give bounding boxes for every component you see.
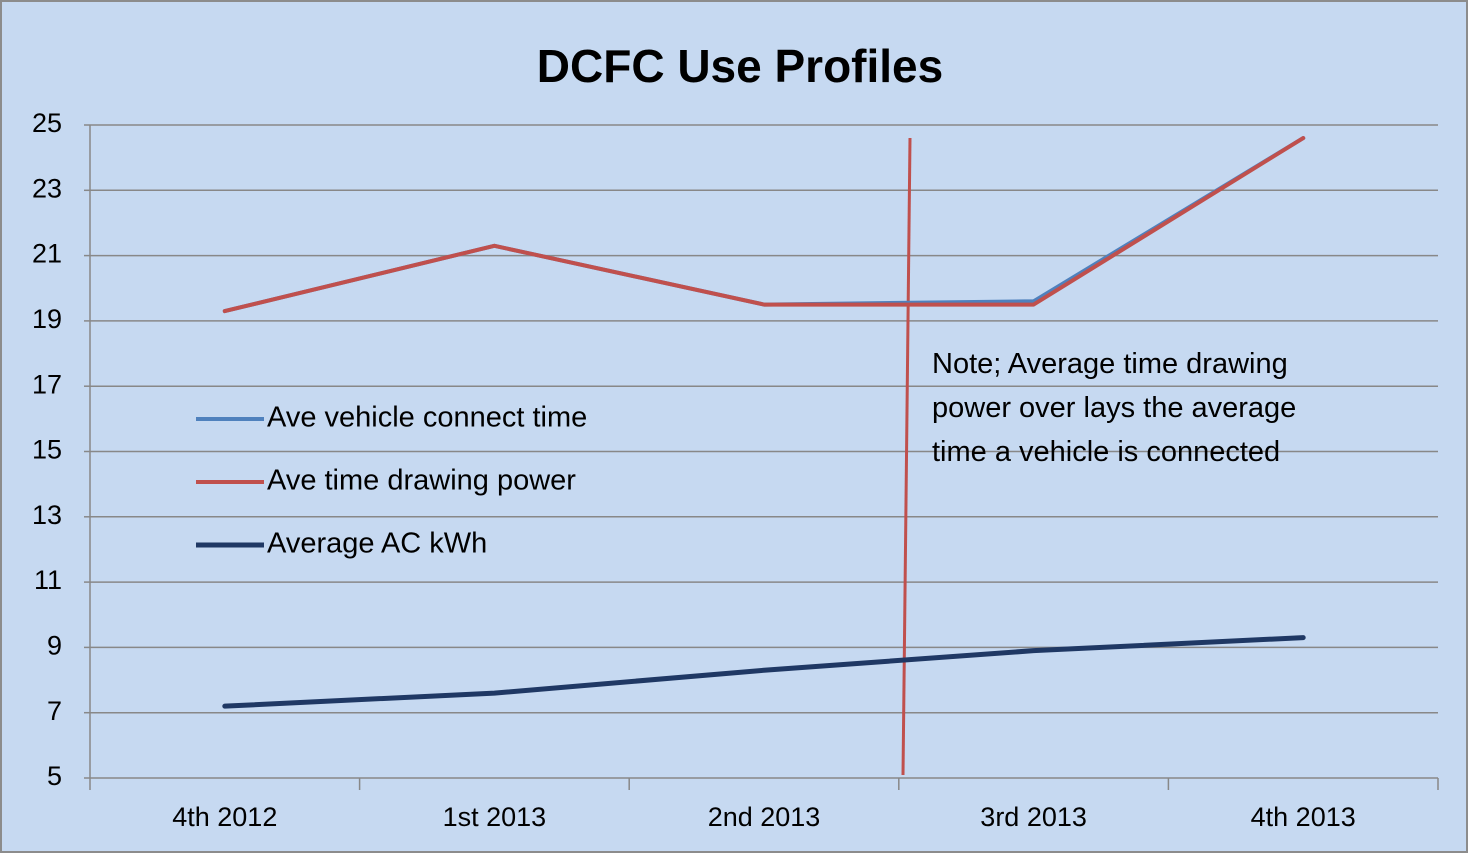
x-tick-label: 2nd 2013 bbox=[708, 802, 821, 832]
y-tick-label: 7 bbox=[47, 696, 62, 726]
annotation-line bbox=[901, 137, 912, 776]
series-line bbox=[222, 136, 1306, 314]
chart-title: DCFC Use Profiles bbox=[537, 40, 943, 92]
y-tick-label: 21 bbox=[32, 239, 62, 269]
series-line bbox=[222, 635, 1306, 709]
y-tick-label: 19 bbox=[32, 304, 62, 334]
x-tick-label: 3rd 2013 bbox=[980, 802, 1087, 832]
y-tick-label: 23 bbox=[32, 173, 62, 203]
y-tick-label: 13 bbox=[32, 500, 62, 530]
y-tick-label: 9 bbox=[47, 631, 62, 661]
y-tick-label: 11 bbox=[34, 565, 62, 595]
y-tick-label: 17 bbox=[32, 369, 62, 399]
x-tick-label: 4th 2012 bbox=[172, 802, 277, 832]
y-tick-label: 15 bbox=[32, 435, 62, 465]
legend-label: Ave vehicle connect time bbox=[267, 402, 587, 434]
legend-label: Ave time drawing power bbox=[267, 465, 576, 497]
y-tick-label: 25 bbox=[32, 108, 62, 138]
x-tick-label: 4th 2013 bbox=[1251, 802, 1356, 832]
series-line bbox=[222, 136, 1306, 314]
legend-label: Average AC kWh bbox=[267, 528, 487, 560]
y-tick-label: 5 bbox=[47, 761, 62, 791]
annotation: Note; Average time drawing power over la… bbox=[932, 348, 1297, 468]
x-tick-label: 1st 2013 bbox=[443, 802, 547, 832]
